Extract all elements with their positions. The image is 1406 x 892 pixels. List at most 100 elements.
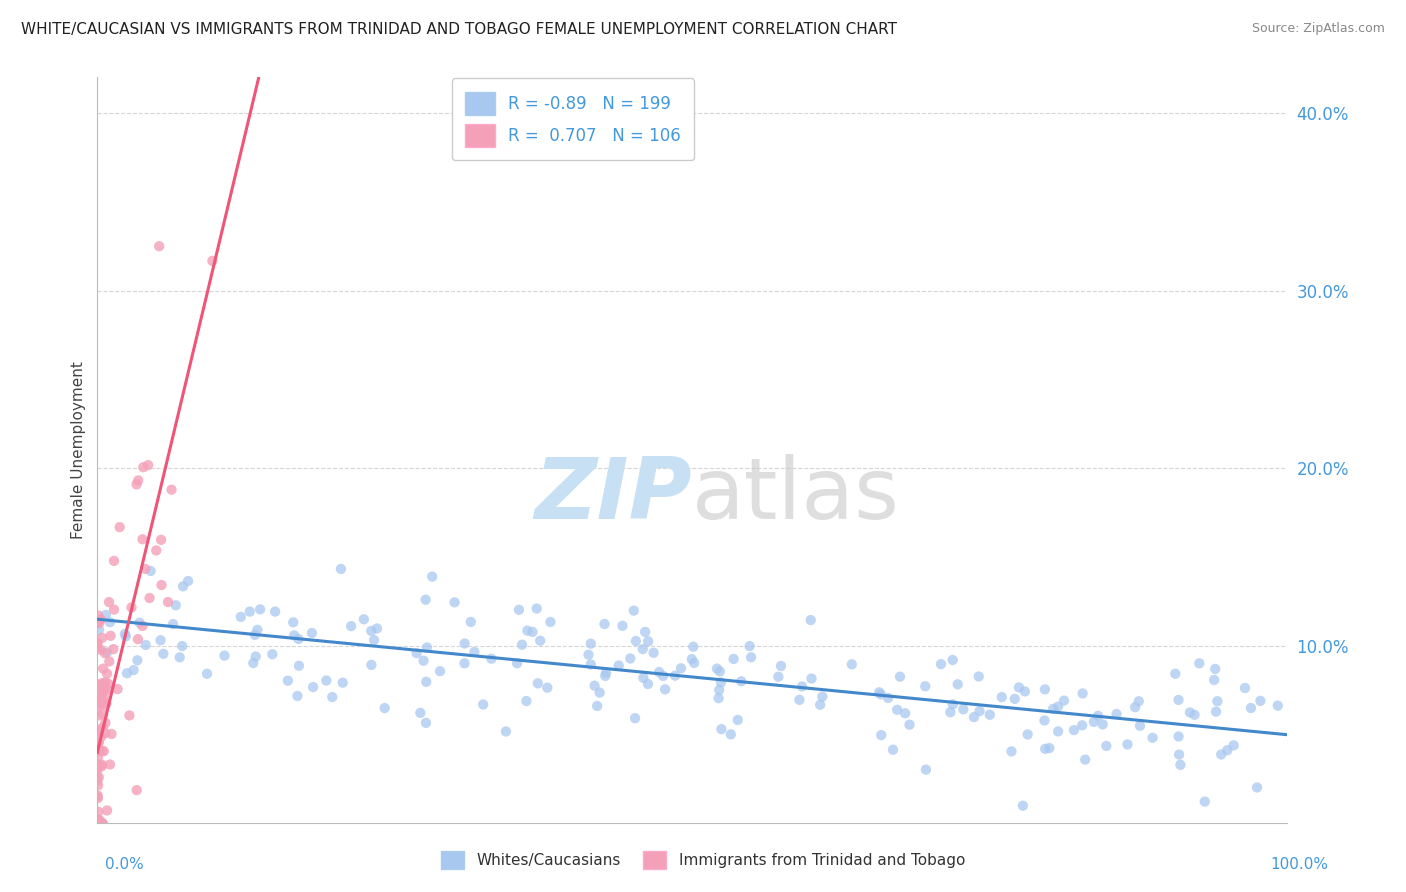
Point <box>108 520 131 534</box>
Point <box>287 632 309 646</box>
Point <box>86 757 108 772</box>
Point <box>86 640 108 655</box>
Point <box>98 615 121 630</box>
Point <box>132 460 155 475</box>
Point <box>150 533 173 547</box>
Point <box>634 624 657 639</box>
Point <box>415 674 437 689</box>
Point <box>882 743 904 757</box>
Point <box>87 816 110 830</box>
Point <box>495 724 517 739</box>
Point <box>374 701 396 715</box>
Point <box>914 679 936 693</box>
Point <box>648 665 671 679</box>
Point <box>201 254 224 268</box>
Point <box>915 763 938 777</box>
Point <box>769 659 792 673</box>
Point <box>538 615 561 629</box>
Point <box>91 721 114 735</box>
Point <box>529 633 551 648</box>
Point <box>86 701 108 715</box>
Point <box>150 578 173 592</box>
Point <box>96 804 118 818</box>
Point <box>1033 714 1056 728</box>
Legend: R = -0.89   N = 199, R =  0.707   N = 106: R = -0.89 N = 199, R = 0.707 N = 106 <box>451 78 695 161</box>
Point <box>86 684 108 698</box>
Point <box>122 663 145 677</box>
Point <box>463 645 485 659</box>
Point <box>86 813 108 827</box>
Point <box>790 680 813 694</box>
Point <box>283 615 305 630</box>
Point <box>103 602 125 616</box>
Point <box>1008 681 1031 695</box>
Point <box>593 617 616 632</box>
Point <box>637 634 659 648</box>
Point <box>595 665 617 680</box>
Point <box>453 636 475 650</box>
Point <box>315 673 337 688</box>
Point <box>340 619 363 633</box>
Point <box>262 647 284 661</box>
Point <box>1074 753 1097 767</box>
Point <box>1204 662 1226 676</box>
Point <box>87 708 110 723</box>
Point <box>506 657 529 671</box>
Point <box>91 816 114 830</box>
Point <box>1129 719 1152 733</box>
Point <box>1233 681 1256 695</box>
Point <box>409 706 432 720</box>
Point <box>128 615 150 630</box>
Point <box>86 689 108 703</box>
Point <box>952 702 974 716</box>
Point <box>93 690 115 704</box>
Point <box>363 633 385 648</box>
Point <box>1033 682 1056 697</box>
Point <box>86 760 108 774</box>
Point <box>87 778 110 792</box>
Point <box>1014 684 1036 698</box>
Point <box>93 682 115 697</box>
Point <box>579 657 602 672</box>
Point <box>1170 757 1192 772</box>
Point <box>121 600 143 615</box>
Point <box>100 629 122 643</box>
Point <box>87 770 110 784</box>
Point <box>172 639 194 653</box>
Point <box>709 682 731 697</box>
Point <box>870 728 893 742</box>
Point <box>522 624 544 639</box>
Point <box>869 687 891 701</box>
Point <box>96 645 118 659</box>
Point <box>1222 739 1244 753</box>
Point <box>86 789 108 803</box>
Point <box>1071 718 1094 732</box>
Point <box>720 727 742 741</box>
Point <box>510 638 533 652</box>
Point <box>264 605 287 619</box>
Point <box>868 685 890 699</box>
Point <box>136 458 159 472</box>
Point <box>91 816 114 830</box>
Point <box>472 698 495 712</box>
Point <box>967 669 990 683</box>
Point <box>515 694 537 708</box>
Point <box>86 636 108 650</box>
Point <box>631 642 654 657</box>
Point <box>360 624 382 638</box>
Point <box>330 562 353 576</box>
Point <box>579 637 602 651</box>
Point <box>94 646 117 660</box>
Point <box>91 676 114 690</box>
Point <box>536 681 558 695</box>
Point <box>87 739 110 754</box>
Point <box>172 579 194 593</box>
Point <box>127 474 149 488</box>
Point <box>654 682 676 697</box>
Point <box>1083 714 1105 729</box>
Point <box>420 569 443 583</box>
Point <box>1249 694 1271 708</box>
Point <box>90 757 112 772</box>
Point <box>287 689 309 703</box>
Point <box>90 759 112 773</box>
